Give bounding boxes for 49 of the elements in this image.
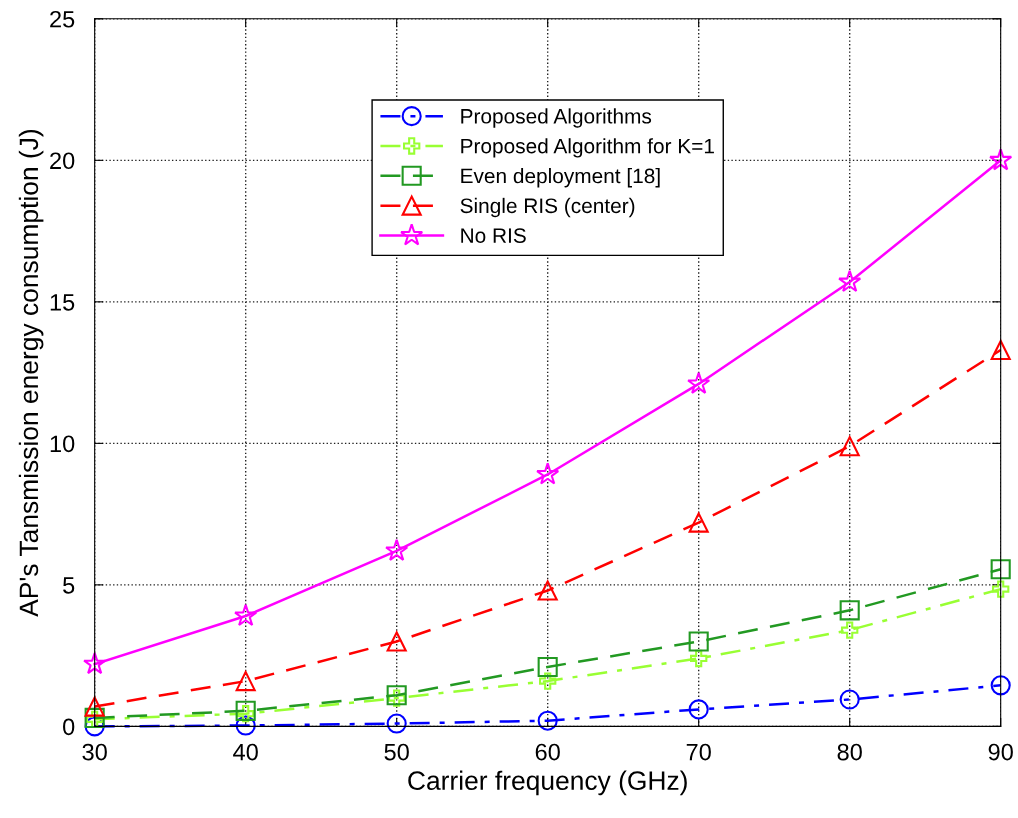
point: [990, 675, 1011, 696]
point: [84, 716, 105, 737]
legend-label: Proposed Algorithms: [461, 108, 652, 128]
point: [234, 603, 258, 627]
point: [841, 621, 859, 639]
point: [688, 512, 709, 533]
y-axis-title: AP's Tansmission energy consumption (J): [18, 129, 44, 617]
point: [992, 580, 1010, 598]
x-tick-label: 40: [233, 743, 258, 761]
point: [386, 713, 407, 734]
y-tick-label: 5: [63, 577, 75, 594]
x-tick-label: 60: [535, 743, 560, 761]
legend-label: No RIS: [461, 228, 526, 243]
x-tick-label: 90: [988, 743, 1013, 761]
point: [839, 436, 860, 457]
point: [537, 656, 558, 678]
point: [83, 651, 107, 675]
point: [839, 600, 860, 621]
point: [989, 148, 1013, 171]
point: [84, 696, 105, 717]
x-tick-label: 50: [384, 743, 409, 761]
y-tick-label: 10: [50, 435, 75, 453]
point: [235, 671, 256, 692]
point: [687, 371, 711, 394]
x-tick-label: 30: [82, 743, 107, 761]
point: [688, 631, 709, 652]
y-tick-label: 20: [50, 152, 75, 170]
x-tick-label: 80: [837, 743, 862, 761]
point: [536, 462, 560, 485]
y-tick-label: 0: [63, 718, 75, 736]
point: [537, 580, 558, 601]
point: [839, 689, 860, 710]
y-tick-label: 15: [50, 294, 75, 311]
point: [386, 631, 407, 652]
point: [385, 538, 409, 561]
x-axis-title: Carrier frequency (GHz): [408, 770, 687, 796]
x-tick-label: 70: [686, 743, 711, 761]
point: [690, 649, 708, 668]
point: [235, 715, 256, 736]
point: [990, 339, 1011, 361]
y-tick-label: 25: [50, 10, 75, 28]
point: [838, 269, 862, 293]
point: [539, 672, 557, 690]
legend-label: Even deployment [18]: [461, 168, 660, 188]
legend-label: Single RIS (center): [460, 197, 635, 218]
point: [990, 559, 1011, 580]
point: [537, 710, 558, 731]
legend-label: Proposed Algorithm for K=1: [461, 138, 714, 158]
point: [688, 699, 709, 720]
